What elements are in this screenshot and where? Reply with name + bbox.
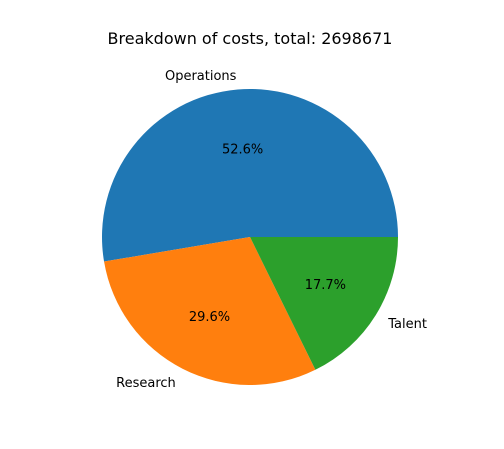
pie-slice-research: [104, 237, 316, 385]
pie-slice-operations: [101, 88, 399, 262]
pie-slice-talent: [250, 237, 398, 370]
slice-percent-research: 29.6%: [189, 310, 230, 325]
pie-labels: Operations 52.6% Research 29.6% Talent 17.7%: [116, 69, 427, 391]
slice-percent-talent: 17.7%: [305, 278, 346, 293]
slice-label-operations: Operations: [165, 69, 237, 84]
pie-slices: [101, 88, 399, 385]
chart-title: Breakdown of costs, total: 2698671: [108, 29, 393, 48]
slice-label-research: Research: [116, 376, 176, 391]
slice-label-talent: Talent: [387, 317, 427, 332]
slice-percent-operations: 52.6%: [222, 143, 263, 158]
